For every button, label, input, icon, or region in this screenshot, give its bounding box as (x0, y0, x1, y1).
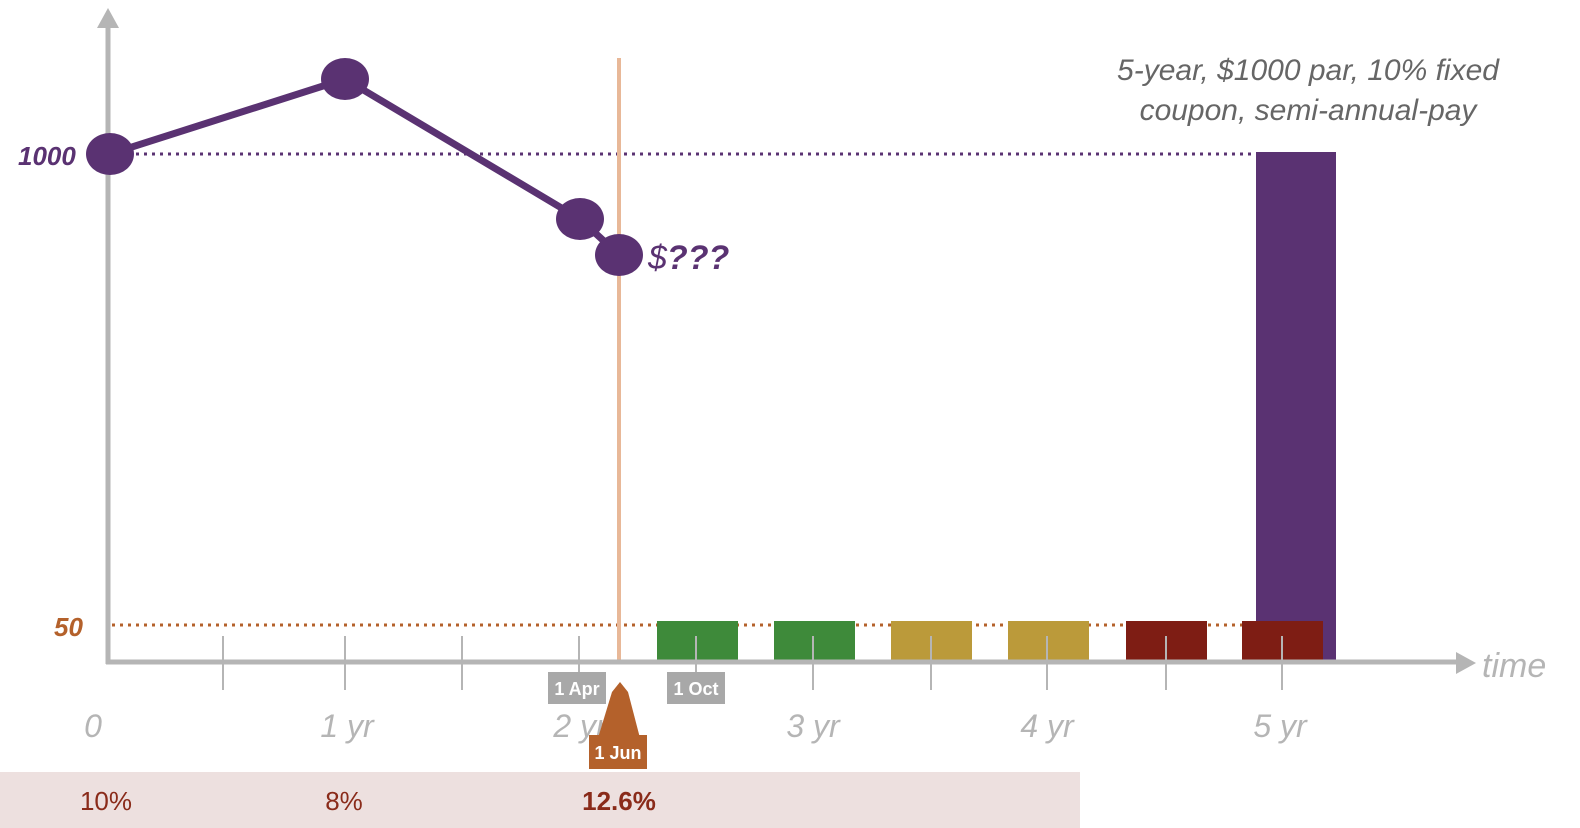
coupon-bar (774, 621, 855, 663)
pointer-triangle-icon (598, 682, 640, 738)
date-tag-oct: 1 Oct (667, 672, 725, 704)
price-path-line (108, 75, 622, 258)
y-axis (97, 8, 119, 664)
y-label-par: 1000 (18, 141, 76, 171)
y-label-coupon: 50 (54, 612, 83, 642)
y-axis-arrow-icon (97, 8, 119, 28)
price-dollar-sign: $ (647, 239, 668, 277)
svg-text:1 Jun: 1 Jun (594, 743, 641, 763)
x-tick-label: 3 yr (786, 708, 841, 744)
x-axis (106, 652, 1476, 674)
date-tag-apr: 1 Apr (548, 672, 606, 704)
x-axis-label: time (1482, 647, 1546, 685)
x-tick-label: 0 (84, 708, 102, 744)
price-point (86, 133, 134, 175)
rate-label: 8% (325, 786, 363, 816)
svg-text:1 Oct: 1 Oct (673, 679, 718, 699)
principal-bar (1256, 152, 1336, 662)
coupon-bar (657, 621, 738, 663)
caption-line-1: 5-year, $1000 par, 10% fixed (1117, 54, 1500, 87)
coupon-bar (1008, 621, 1089, 663)
price-question-marks: ??? (667, 239, 730, 277)
svg-text:1 Apr: 1 Apr (554, 679, 599, 699)
x-tick-label: 5 yr (1253, 708, 1308, 744)
date-tag-jun: 1 Jun (589, 682, 647, 769)
rate-label: 10% (80, 786, 132, 816)
price-point (556, 198, 604, 240)
rate-label-bold: 12.6% (582, 786, 656, 816)
price-unknown-label: $??? (647, 239, 729, 277)
price-point (321, 58, 369, 100)
x-tick-label: 1 yr (320, 708, 375, 744)
x-axis-arrow-icon (1456, 652, 1476, 674)
x-tick-label: 4 yr (1020, 708, 1075, 744)
price-point (595, 234, 643, 276)
rate-band (0, 772, 1080, 828)
coupon-bars (657, 621, 1323, 663)
caption-line-2: coupon, semi-annual-pay (1140, 94, 1479, 127)
